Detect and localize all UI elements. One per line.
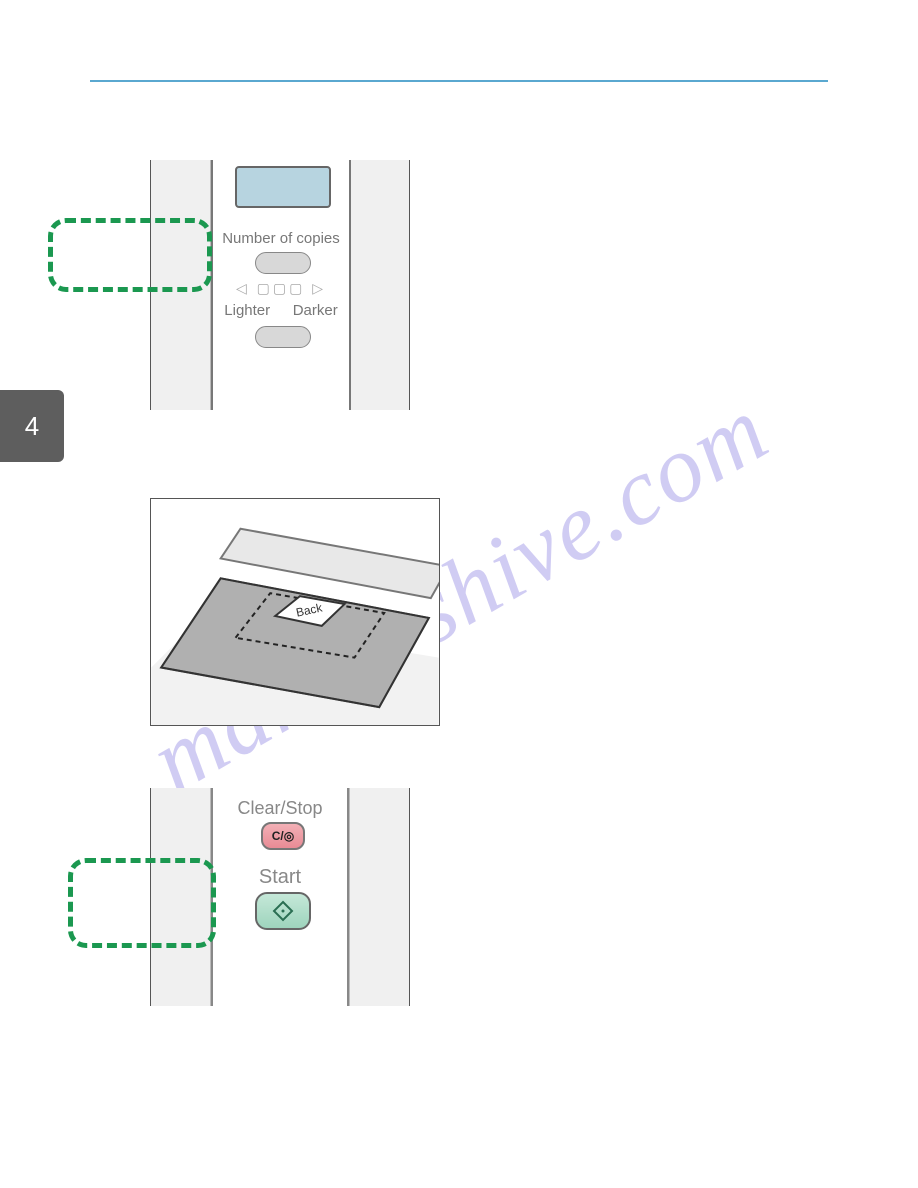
header-rule (90, 80, 828, 82)
clear-stop-label: Clear/Stop (213, 798, 347, 819)
panel-center: Number of copies ◁ ▢▢▢ ▷ Lighter Darker (211, 160, 351, 410)
number-of-copies-label: Number of copies (213, 230, 349, 247)
lighter-darker-button[interactable] (255, 326, 311, 348)
highlight-start-button (68, 858, 216, 948)
clear-stop-icon: C/◎ (272, 829, 294, 843)
density-indicator: ◁ ▢▢▢ ▷ (213, 280, 349, 297)
highlight-number-of-copies (48, 218, 212, 292)
start-label: Start (213, 866, 347, 889)
darker-label: Darker (293, 302, 338, 319)
scanner-diagram: Back (151, 499, 439, 725)
start-icon (272, 900, 294, 922)
start-button[interactable] (255, 892, 311, 930)
panel-center-2: Clear/Stop C/◎ Start (211, 788, 349, 1006)
chapter-tab: 4 (0, 390, 64, 462)
number-of-copies-button[interactable] (255, 252, 311, 274)
figure-scanner-glass: Back (150, 498, 440, 726)
clear-stop-button[interactable]: C/◎ (261, 822, 305, 850)
panel-right-region-2 (349, 788, 409, 1006)
lcd-screen (235, 166, 331, 208)
lighter-darker-row: Lighter Darker (213, 302, 349, 319)
panel-right-region (349, 160, 409, 410)
lighter-label: Lighter (224, 302, 270, 319)
